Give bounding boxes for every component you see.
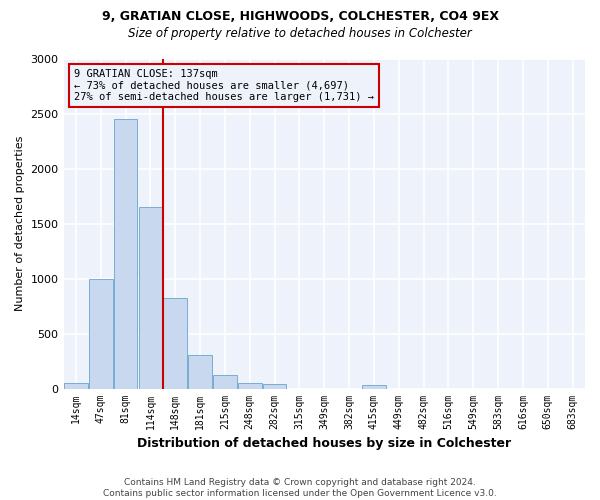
Bar bbox=[114, 120, 137, 388]
Y-axis label: Number of detached properties: Number of detached properties bbox=[15, 136, 25, 312]
Bar bbox=[362, 386, 386, 388]
Bar bbox=[89, 278, 113, 388]
Text: Size of property relative to detached houses in Colchester: Size of property relative to detached ho… bbox=[128, 28, 472, 40]
X-axis label: Distribution of detached houses by size in Colchester: Distribution of detached houses by size … bbox=[137, 437, 511, 450]
Bar bbox=[188, 355, 212, 388]
Bar bbox=[64, 382, 88, 388]
Bar bbox=[238, 384, 262, 388]
Bar bbox=[163, 298, 187, 388]
Bar bbox=[263, 384, 286, 388]
Text: 9, GRATIAN CLOSE, HIGHWOODS, COLCHESTER, CO4 9EX: 9, GRATIAN CLOSE, HIGHWOODS, COLCHESTER,… bbox=[101, 10, 499, 23]
Bar bbox=[139, 208, 162, 388]
Text: Contains HM Land Registry data © Crown copyright and database right 2024.
Contai: Contains HM Land Registry data © Crown c… bbox=[103, 478, 497, 498]
Text: 9 GRATIAN CLOSE: 137sqm
← 73% of detached houses are smaller (4,697)
27% of semi: 9 GRATIAN CLOSE: 137sqm ← 73% of detache… bbox=[74, 69, 374, 102]
Bar bbox=[213, 375, 237, 388]
